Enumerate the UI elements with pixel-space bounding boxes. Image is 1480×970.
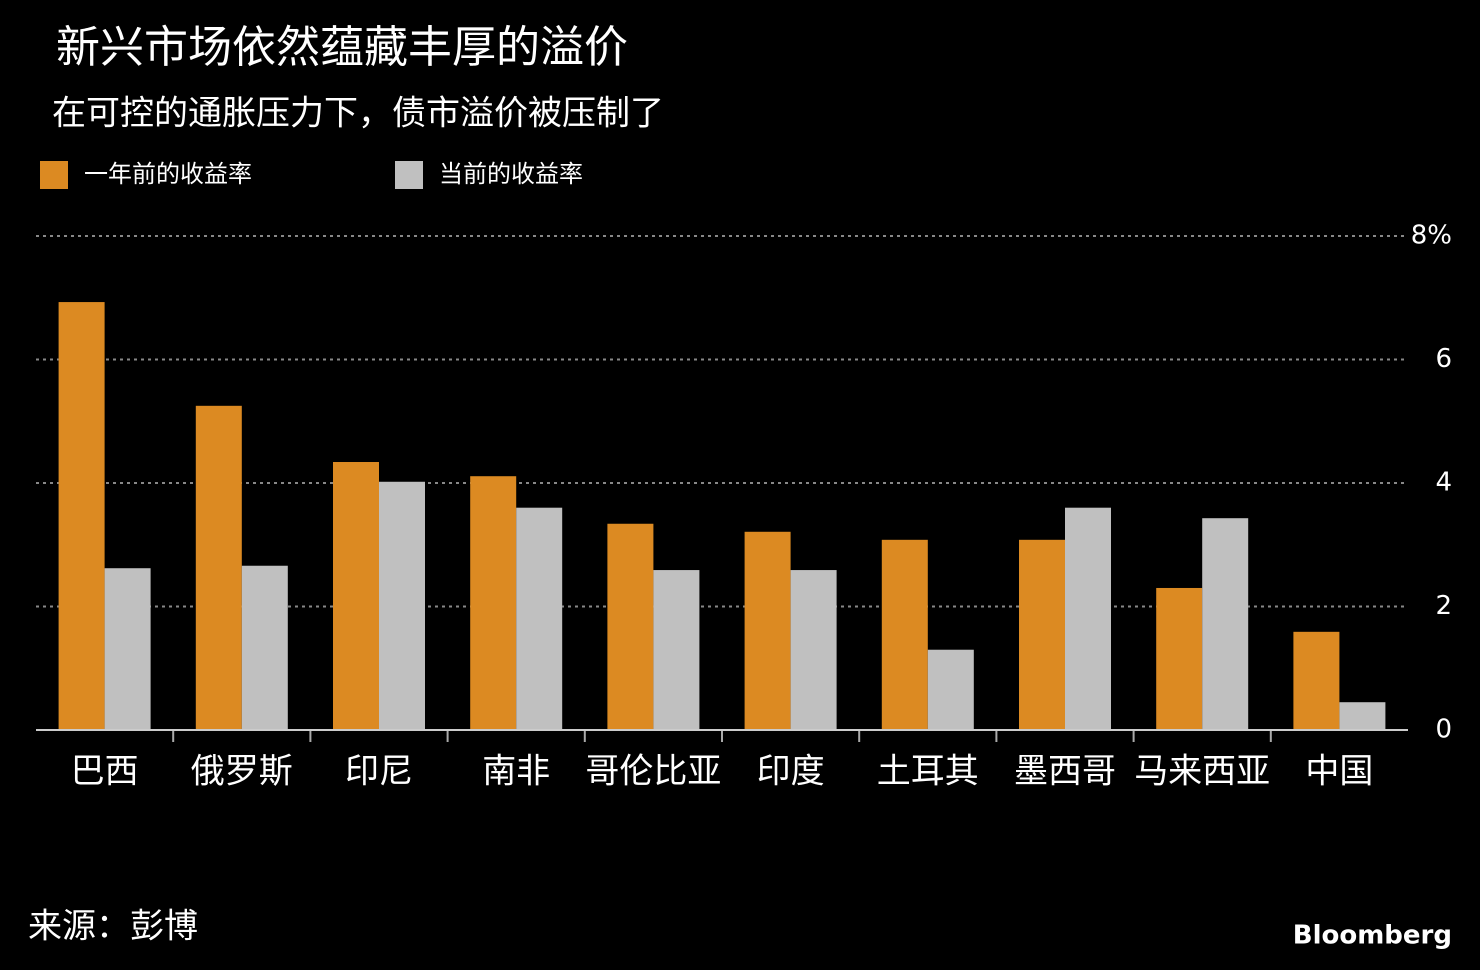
bar bbox=[927, 649, 974, 730]
x-tick-label: 墨西哥 bbox=[1014, 752, 1116, 792]
chart-subtitle: 在可控的通胀压力下，债市溢价被压制了 bbox=[52, 94, 664, 134]
bar bbox=[470, 476, 517, 730]
bar bbox=[653, 570, 700, 730]
y-tick-label: 2 bbox=[1435, 591, 1452, 621]
bar bbox=[241, 565, 288, 730]
bar bbox=[1293, 631, 1340, 730]
legend-label: 一年前的收益率 bbox=[84, 160, 252, 188]
bar bbox=[744, 531, 791, 730]
bar bbox=[1156, 587, 1203, 730]
x-tick-label: 土耳其 bbox=[877, 752, 979, 792]
bar bbox=[607, 523, 654, 730]
chart-title: 新兴市场依然蕴藏丰厚的溢价 bbox=[56, 22, 628, 73]
bar bbox=[790, 570, 837, 730]
bar bbox=[1202, 518, 1249, 730]
brand: Bloomberg bbox=[1293, 921, 1452, 951]
x-tick-label: 南非 bbox=[482, 752, 550, 792]
legend-swatch bbox=[395, 161, 423, 189]
bar bbox=[1019, 539, 1065, 730]
y-tick-label: 8% bbox=[1411, 221, 1452, 251]
x-tick-label: 哥伦比亚 bbox=[585, 752, 721, 792]
bar bbox=[1065, 507, 1111, 730]
legend-label: 当前的收益率 bbox=[439, 160, 583, 188]
y-tick-label: 0 bbox=[1435, 715, 1452, 745]
legend-swatch bbox=[40, 161, 68, 189]
x-tick-label: 巴西 bbox=[71, 752, 139, 792]
y-tick-label: 6 bbox=[1435, 344, 1452, 374]
x-tick-label: 马来西亚 bbox=[1134, 752, 1270, 792]
bar bbox=[881, 539, 928, 730]
bar bbox=[1339, 702, 1386, 730]
bar bbox=[379, 481, 425, 730]
y-tick-label: 4 bbox=[1435, 468, 1452, 498]
x-tick-label: 印度 bbox=[757, 752, 825, 792]
bar bbox=[333, 462, 379, 730]
x-tick-label: 中国 bbox=[1305, 752, 1373, 792]
x-tick-label: 俄罗斯 bbox=[191, 752, 293, 792]
x-tick-label: 印尼 bbox=[345, 752, 413, 792]
bar bbox=[104, 568, 151, 730]
bar bbox=[195, 405, 242, 730]
source: 来源：彭博 bbox=[28, 907, 198, 947]
bar bbox=[516, 507, 563, 730]
bar bbox=[58, 302, 105, 730]
